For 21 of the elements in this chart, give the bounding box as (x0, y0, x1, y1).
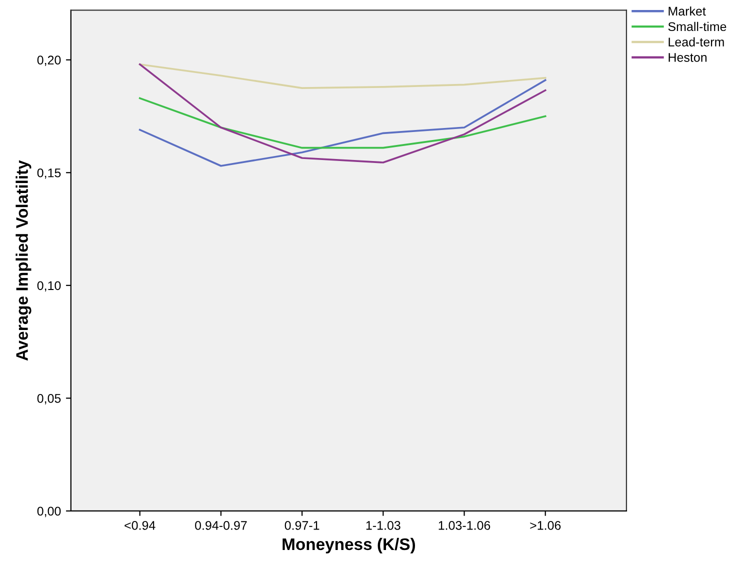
y-tick-label: 0,10 (37, 281, 61, 292)
y-tick-label: 0,05 (37, 394, 61, 404)
x-tick-label: <0.94 (124, 521, 156, 530)
line-series (138, 63, 546, 89)
x-tick-label: 1-1.03 (366, 521, 400, 530)
y-axis-title: Average Implied Volatility (16, 160, 32, 361)
legend-label: Lead-term (668, 37, 724, 46)
legend-label: Market (668, 6, 706, 16)
x-tick-label: >1.06 (530, 521, 561, 530)
y-tick-label: 0,20 (37, 56, 61, 66)
x-axis-title: Moneyness (K/S) (282, 538, 416, 554)
line-series (138, 63, 546, 164)
y-tick-label: 0,15 (37, 168, 61, 179)
x-tick-label: 0.94-0.97 (195, 521, 247, 530)
y-tick-label: 0,00 (37, 506, 61, 518)
legend-label: Heston (668, 53, 707, 62)
line-series (138, 97, 546, 149)
legend-label: Small-time (668, 22, 726, 32)
line-series (138, 79, 546, 167)
x-tick-label: 0.97-1 (284, 521, 320, 530)
x-tick-label: 1.03-1.06 (438, 521, 490, 530)
